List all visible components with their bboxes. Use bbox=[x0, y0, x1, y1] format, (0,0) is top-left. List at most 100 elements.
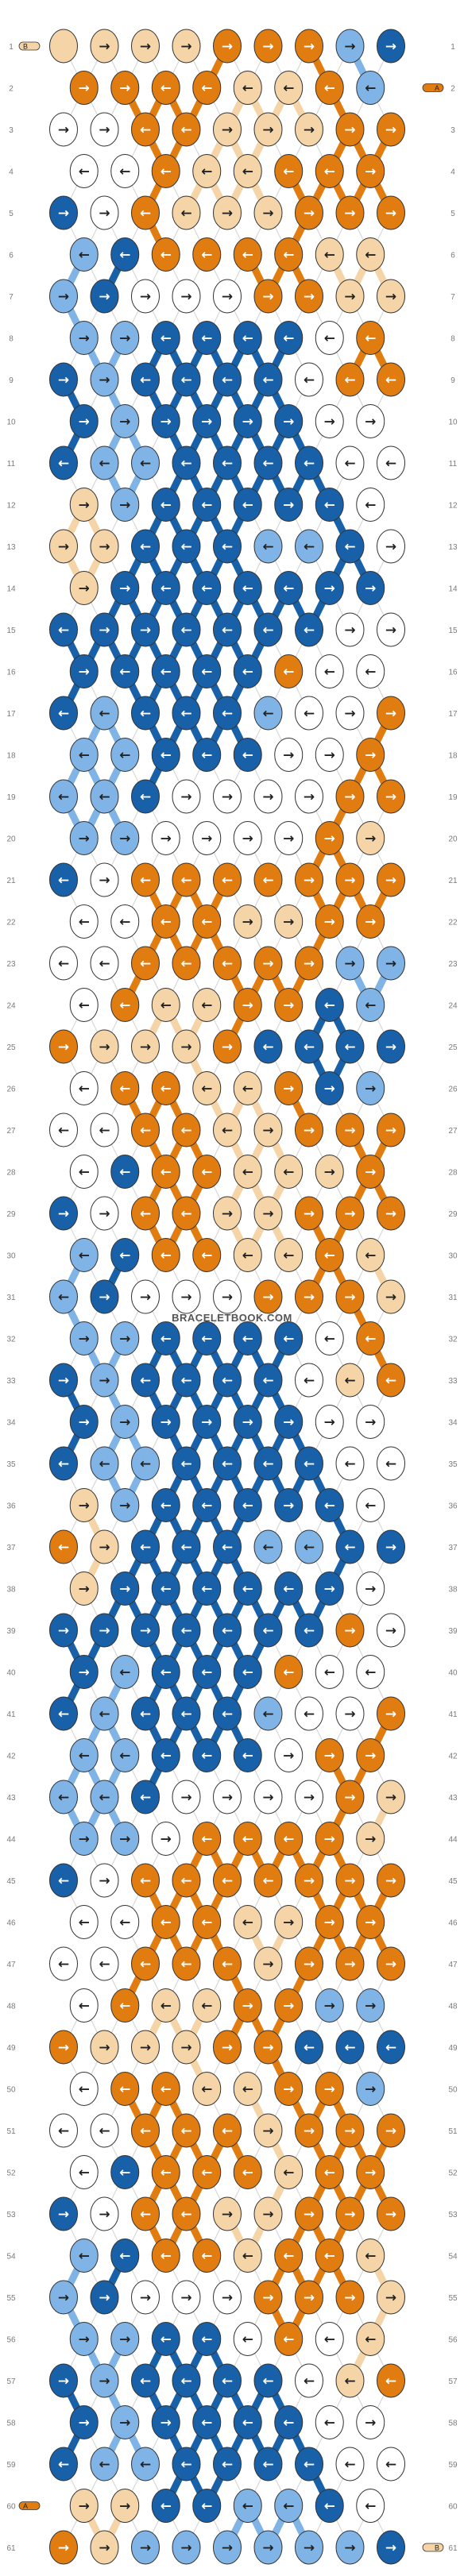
knot-body bbox=[377, 1279, 405, 1314]
knot-arrow-icon: ← bbox=[180, 1873, 191, 1889]
knot: → bbox=[335, 1696, 365, 1731]
knot: → bbox=[356, 1071, 385, 1105]
knot: ← bbox=[192, 1988, 222, 2023]
knot-arrow-icon: → bbox=[385, 789, 396, 805]
knot-body bbox=[315, 1822, 344, 1856]
knot-arrow-icon: → bbox=[242, 998, 253, 1014]
knot-arrow-icon: → bbox=[222, 2540, 233, 2556]
knot-body bbox=[151, 1488, 180, 1522]
knot-arrow-icon: → bbox=[262, 1790, 273, 1806]
knot-arrow-icon: → bbox=[365, 2082, 376, 2098]
knot-arrow-icon: → bbox=[119, 1832, 130, 1848]
knot-body bbox=[295, 1363, 323, 1398]
knot: ← bbox=[131, 779, 160, 814]
knot: → bbox=[253, 279, 283, 314]
knot-body bbox=[213, 529, 242, 564]
knot: ← bbox=[335, 529, 365, 564]
knot: → bbox=[377, 1113, 405, 1147]
knot-arrow-icon: → bbox=[99, 2290, 110, 2306]
knot: → bbox=[335, 862, 365, 897]
knot-arrow-icon: → bbox=[283, 915, 294, 931]
knot: → bbox=[90, 362, 119, 397]
knot: ← bbox=[131, 1446, 160, 1481]
knot: ← bbox=[49, 946, 78, 981]
row-number-right: 54 bbox=[448, 2253, 458, 2262]
knot-body bbox=[315, 2239, 344, 2273]
row-number-left: 5 bbox=[9, 210, 14, 218]
knot-arrow-icon: → bbox=[324, 1582, 335, 1598]
knot: → bbox=[90, 1613, 119, 1648]
knot-body bbox=[131, 279, 160, 314]
knot-body bbox=[377, 696, 405, 731]
knot: → bbox=[356, 2072, 385, 2106]
knot-arrow-icon: → bbox=[79, 1665, 90, 1681]
knot-arrow-icon: ← bbox=[283, 2165, 294, 2181]
knot: → bbox=[131, 2030, 160, 2065]
knot-arrow-icon: ← bbox=[180, 1123, 191, 1139]
knot-arrow-icon: → bbox=[344, 873, 355, 889]
knot-arrow-icon: → bbox=[385, 206, 396, 222]
knot-body bbox=[377, 1529, 405, 1564]
knot-arrow-icon: ← bbox=[304, 372, 315, 388]
knot: → bbox=[49, 1613, 78, 1648]
knot-arrow-icon: ← bbox=[180, 372, 191, 388]
knot-body bbox=[274, 1571, 304, 1606]
knot: → bbox=[295, 1946, 323, 1981]
knot: ← bbox=[315, 2489, 344, 2523]
knot: ← bbox=[110, 1988, 140, 2023]
knot: → bbox=[90, 529, 119, 564]
knot-body bbox=[274, 1905, 304, 1939]
knot-arrow-icon: → bbox=[160, 831, 172, 847]
row-number-right: 24 bbox=[448, 1002, 458, 1011]
knot: → bbox=[49, 1029, 78, 1064]
knot-body bbox=[335, 612, 365, 647]
knot: → bbox=[377, 1529, 405, 1564]
knot-arrow-icon: → bbox=[262, 1123, 273, 1139]
knot: ← bbox=[192, 1738, 222, 1772]
knot: → bbox=[377, 696, 405, 731]
knot-body bbox=[335, 529, 365, 564]
knot: → bbox=[90, 2363, 119, 2398]
knot-arrow-icon: → bbox=[385, 1957, 396, 1972]
knot-body bbox=[377, 2530, 405, 2565]
knot: ← bbox=[110, 2072, 140, 2106]
knot-body bbox=[131, 2113, 160, 2148]
knot: ← bbox=[356, 237, 385, 272]
knot: ← bbox=[151, 1738, 180, 1772]
knot: ← bbox=[151, 1988, 180, 2023]
row-number-right: 39 bbox=[448, 1627, 458, 1636]
row-number-right: 43 bbox=[448, 1794, 458, 1803]
knot-body bbox=[356, 2155, 385, 2189]
knot: ← bbox=[315, 2322, 344, 2356]
knot-arrow-icon: → bbox=[99, 289, 110, 305]
knot: → bbox=[49, 195, 78, 230]
knot-arrow-icon: → bbox=[304, 1790, 315, 1806]
knot: → bbox=[315, 2072, 344, 2106]
knot-body bbox=[110, 1238, 140, 1272]
knot-body bbox=[335, 1446, 365, 1481]
knot: ← bbox=[274, 237, 304, 272]
row-number-right: 50 bbox=[448, 2086, 458, 2095]
knot: → bbox=[377, 2530, 405, 2565]
knot: ← bbox=[192, 1905, 222, 1939]
knot-body bbox=[151, 654, 180, 688]
knot-arrow-icon: ← bbox=[180, 2457, 191, 2473]
knot-body bbox=[69, 1905, 99, 1939]
knot-arrow-icon: ← bbox=[160, 81, 172, 97]
knot-arrow-icon: ← bbox=[222, 1706, 233, 1722]
knot: ← bbox=[49, 1780, 78, 1814]
knot-arrow-icon: → bbox=[365, 748, 376, 764]
knot: ← bbox=[253, 1613, 283, 1648]
knot: ← bbox=[315, 2155, 344, 2189]
knot: ← bbox=[233, 488, 262, 522]
knot-arrow-icon: ← bbox=[201, 2499, 212, 2515]
knot-body bbox=[213, 1029, 242, 1064]
knot-arrow-icon: ← bbox=[283, 1665, 294, 1681]
knot-arrow-icon: → bbox=[344, 206, 355, 222]
knot-body bbox=[110, 1071, 140, 1105]
knot-arrow-icon: ← bbox=[180, 1623, 191, 1639]
knot-arrow-icon: ← bbox=[99, 789, 110, 805]
knot: ← bbox=[69, 237, 99, 272]
knot-arrow-icon: → bbox=[140, 289, 151, 305]
knot-arrow-icon: ← bbox=[201, 1165, 212, 1181]
